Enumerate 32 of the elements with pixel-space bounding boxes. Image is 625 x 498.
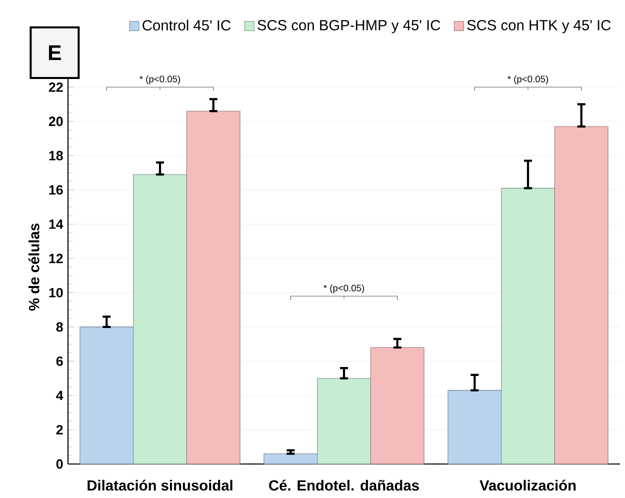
y-tick-label: 20 <box>48 116 63 126</box>
y-axis-title: % de células <box>28 224 40 311</box>
text: E <box>48 45 61 60</box>
y-tick-label: 0 <box>56 459 63 469</box>
annotation: * (p<0.05) <box>508 75 548 84</box>
legend-label: SCS con HTK y 45' IC <box>467 20 611 34</box>
annotation: * (p<0.05) <box>140 75 180 84</box>
y-tick-label: 8 <box>56 322 63 332</box>
y-tick-label: 22 <box>48 82 63 92</box>
bar <box>501 188 555 464</box>
y-tick-label: 4 <box>56 390 64 400</box>
bar <box>186 110 240 464</box>
bar <box>370 347 424 464</box>
bar <box>448 390 502 464</box>
y-tick-label: 12 <box>49 254 63 264</box>
legend-label: Control 45' IC <box>142 20 231 31</box>
bar <box>133 174 187 464</box>
y-tick-label: 10 <box>49 288 63 298</box>
x-tick-label: Vacuolización <box>480 480 576 491</box>
x-tick-label: Dilatación sinusoidal <box>88 480 232 491</box>
annotation: * (p<0.05) <box>324 284 364 294</box>
y-tick-label: 16 <box>49 185 63 195</box>
legend-label: SCS con BGP-HMP y 45' IC <box>258 20 440 34</box>
y-tick-label: 18 <box>49 150 63 160</box>
y-tick-label: 2 <box>56 425 63 434</box>
y-tick-label: 6 <box>56 356 63 366</box>
y-tick-label: 14 <box>49 220 64 229</box>
x-tick-label: Cé. Endotel. dañadas <box>269 480 419 491</box>
bar <box>554 126 608 464</box>
bar <box>80 326 134 464</box>
bar <box>264 453 318 464</box>
bar <box>317 378 371 464</box>
